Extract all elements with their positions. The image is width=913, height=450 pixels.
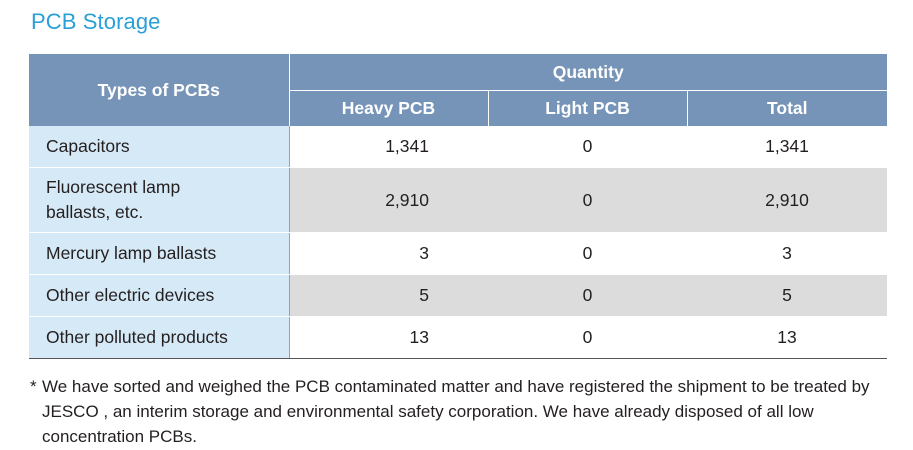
row-type: Mercury lamp ballasts [29,232,290,275]
row-light-value: 0 [488,167,687,233]
row-type: Capacitors [29,126,290,168]
page-title: PCB Storage [31,9,161,34]
row-heavy-value: 5 [289,274,488,317]
row-type-label: Fluorescent lamp ballasts, etc. [46,177,181,222]
footnote: * We have sorted and weighed the PCB con… [30,374,890,449]
row-light-value: 0 [488,126,687,168]
row-light-value: 0 [488,232,687,275]
row-heavy-value: 2,910 [289,167,488,233]
row-heavy-value: 3 [289,232,488,275]
header-total: Total [686,90,887,126]
footnote-marker: * [30,377,37,396]
header-quantity: Quantity [289,54,887,91]
table-row: Capacitors 1,341 0 1,341 [29,126,887,168]
row-total-value: 2,910 [687,167,887,233]
pcb-storage-table: Types of PCBs Quantity Heavy PCB Light P… [29,54,887,359]
row-total-value: 5 [687,274,887,317]
header-types-of-pcbs: Types of PCBs [29,54,290,126]
row-total-value: 3 [687,232,887,275]
header-heavy-pcb: Heavy PCB [289,90,488,126]
table-row: Fluorescent lamp ballasts, etc. 2,910 0 … [29,167,887,233]
footnote-text: We have sorted and weighed the PCB conta… [42,377,870,446]
row-heavy-value: 13 [289,316,488,359]
header-light-pcb: Light PCB [487,90,687,126]
row-heavy-value: 1,341 [289,126,488,168]
row-type: Other polluted products [29,316,290,359]
row-light-value: 0 [488,274,687,317]
table-row: Other electric devices 5 0 5 [29,274,887,317]
row-type: Other electric devices [29,274,290,317]
row-light-value: 0 [488,316,687,359]
table-row: Mercury lamp ballasts 3 0 3 [29,232,887,275]
table-row: Other polluted products 13 0 13 [29,316,887,359]
row-total-value: 1,341 [687,126,887,168]
row-type: Fluorescent lamp ballasts, etc. [29,167,290,233]
row-total-value: 13 [687,316,887,359]
